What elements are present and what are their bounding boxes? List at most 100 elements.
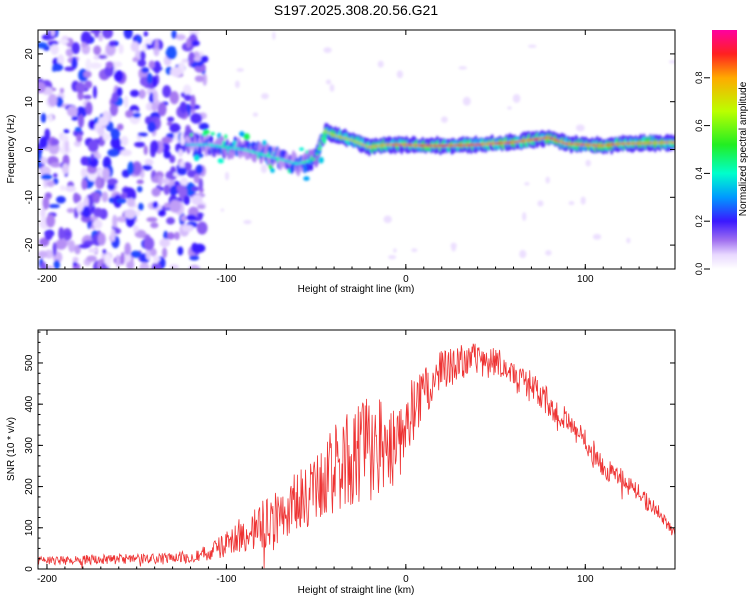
noise-blob <box>93 207 103 218</box>
noise-blob <box>83 70 92 78</box>
noise-blob <box>113 70 124 82</box>
ridge-halo <box>676 133 680 149</box>
noise-blob <box>130 250 142 258</box>
noise-blob <box>59 87 65 94</box>
noise-blob <box>120 135 129 146</box>
noise-blob <box>137 59 147 67</box>
noise-blob <box>109 103 119 117</box>
noise-blob <box>154 38 159 51</box>
noise-blob <box>63 129 70 134</box>
noise-blob <box>177 246 184 256</box>
faint-blob <box>383 215 392 224</box>
faint-blob <box>388 255 397 260</box>
snr-ticks: -200 -100 0 100 0 100 200 300 400 500 <box>24 330 676 585</box>
noise-blob <box>89 159 98 168</box>
noise-blob <box>107 178 118 185</box>
noise-blob <box>178 148 184 157</box>
noise-blob <box>180 177 188 187</box>
noise-blob <box>142 43 147 53</box>
noise-blob <box>93 45 102 56</box>
x-tick-label: 0 <box>403 574 409 585</box>
ridge-speckle <box>243 133 250 141</box>
noise-blob <box>157 102 167 117</box>
figure-title: S197.2025.308.20.56.G21 <box>274 2 438 18</box>
noise-blob <box>95 177 102 190</box>
snr-frame <box>37 329 676 570</box>
noise-blob <box>110 128 121 140</box>
noise-blob <box>143 236 155 251</box>
noise-blob <box>98 34 104 42</box>
noise-blob <box>173 231 180 240</box>
noise-blob <box>123 30 133 40</box>
spectrogram-frame <box>37 29 676 270</box>
noise-blob <box>193 173 200 184</box>
noise-blob <box>150 116 158 123</box>
noise-blob <box>161 136 172 144</box>
noise-blob <box>40 112 47 123</box>
x-tick-label: 100 <box>577 274 594 285</box>
faint-blob <box>272 31 276 40</box>
noise-blob <box>120 252 125 265</box>
noise-blob <box>110 136 122 149</box>
noise-blob <box>184 94 192 102</box>
noise-blob <box>131 161 142 176</box>
faint-blob <box>575 124 585 132</box>
faint-blob <box>377 60 384 68</box>
faint-blob <box>524 182 530 186</box>
faint-blob <box>580 196 586 205</box>
noise-blob <box>78 243 91 249</box>
noise-blob <box>150 222 159 229</box>
y-tick-label: 300 <box>24 437 35 454</box>
noise-blob <box>80 31 92 45</box>
noise-blob <box>66 207 75 213</box>
noise-blob <box>72 256 79 263</box>
noise-blob <box>80 42 87 48</box>
noise-blob <box>52 173 58 178</box>
noise-blob <box>104 253 112 268</box>
noise-blob <box>143 30 149 37</box>
y-tick-label: -20 <box>24 237 35 252</box>
noise-blob <box>167 116 175 122</box>
x-tick-label: -200 <box>37 274 57 285</box>
noise-blob <box>138 89 146 99</box>
noise-blob <box>61 163 69 175</box>
noise-blob <box>186 214 197 221</box>
noise-blob <box>188 264 201 269</box>
noise-blob <box>133 141 146 148</box>
ridge-speckle <box>303 176 310 181</box>
noise-blob <box>48 204 61 209</box>
faint-blob <box>393 248 397 253</box>
faint-blob <box>329 84 335 92</box>
faint-blob <box>323 47 332 53</box>
noise-blob <box>169 264 179 269</box>
noise-blob <box>88 119 97 130</box>
colorbar-tick-label: 0.0 <box>694 263 704 276</box>
faint-blob <box>626 237 631 244</box>
noise-blob <box>108 40 116 47</box>
ridge-speckle <box>299 147 304 151</box>
ridge-core <box>676 141 680 144</box>
noise-blob <box>76 134 83 143</box>
noise-blob <box>157 209 166 217</box>
noise-blob <box>112 214 118 228</box>
noise-blob <box>64 231 72 237</box>
noise-blob <box>136 36 142 43</box>
noise-blob <box>126 197 136 208</box>
snr-x-axis-label: Height of straight line (km) <box>298 585 415 596</box>
noise-blob <box>183 195 191 206</box>
noise-blob <box>58 227 65 241</box>
noise-blob <box>198 122 209 131</box>
noise-blob <box>144 158 154 166</box>
faint-blob <box>527 44 537 48</box>
spectrogram-heatmap <box>38 30 680 269</box>
colorbar-label: Normalized spectral amplitude <box>738 81 749 216</box>
noise-blob <box>169 185 177 197</box>
faint-blob <box>441 116 448 123</box>
noise-blob <box>189 255 200 261</box>
noise-blob <box>118 44 124 55</box>
faint-blob <box>507 106 512 110</box>
noise-blob <box>190 94 196 109</box>
noise-blob <box>127 161 135 175</box>
noise-blob <box>39 237 50 247</box>
